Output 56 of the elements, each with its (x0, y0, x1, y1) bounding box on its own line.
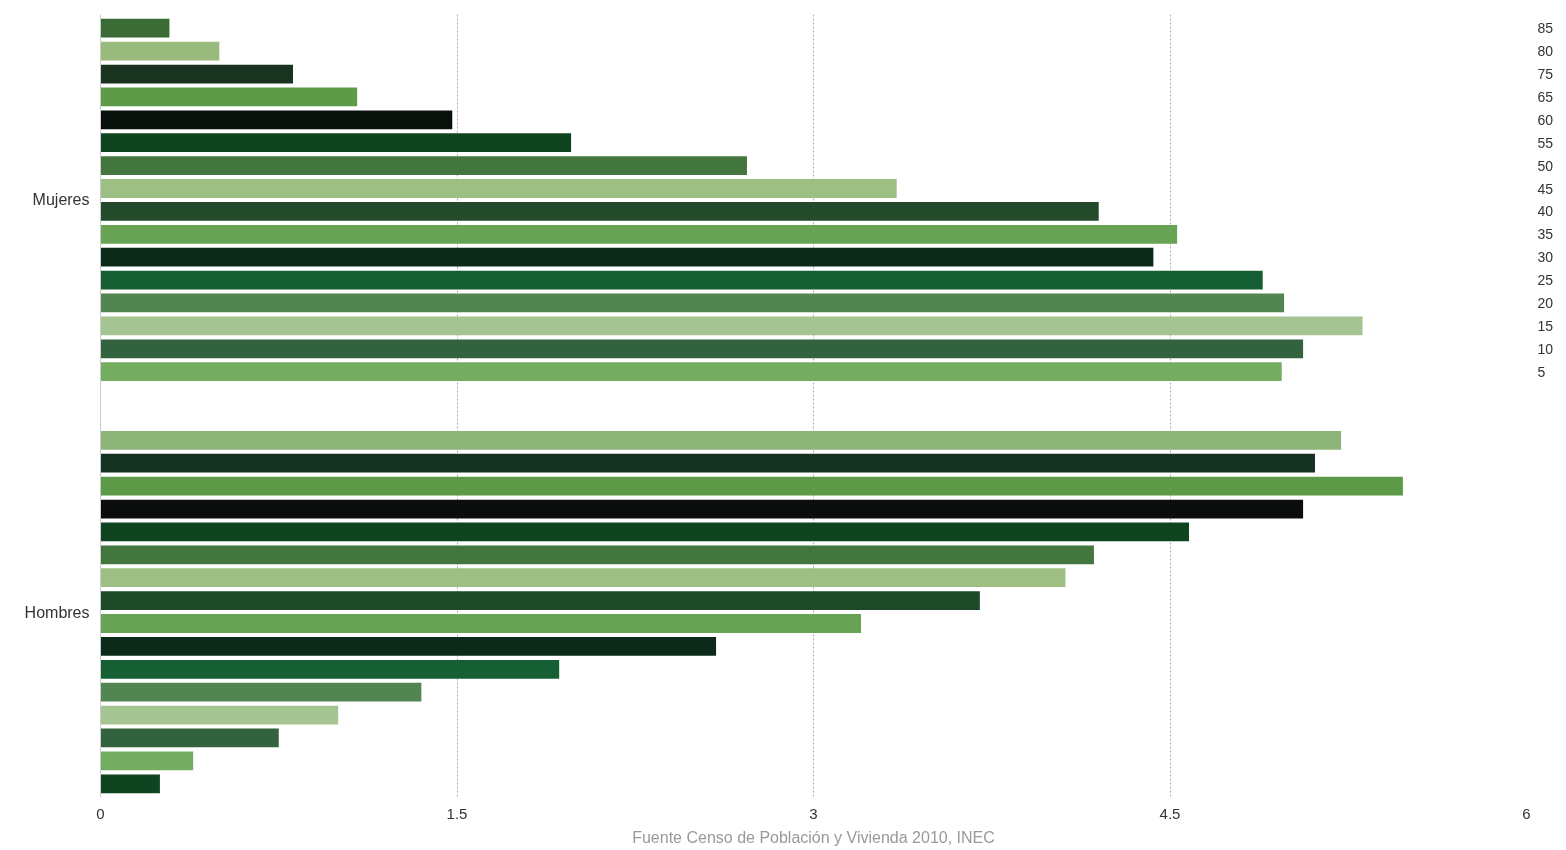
y-tick-label: 75 (1537, 66, 1554, 83)
x-tick-label: 0 (96, 804, 105, 822)
bar (100, 659, 560, 679)
y-tick-label: 10 (1537, 340, 1554, 357)
bar (100, 568, 1066, 588)
bar (100, 110, 453, 130)
bar (100, 362, 1282, 382)
y-tick-label: 65 (1537, 88, 1554, 105)
bar (100, 202, 1099, 221)
y-tick-label: 80 (1537, 43, 1554, 60)
bar (100, 591, 980, 610)
y-tick-label: 20 (1537, 294, 1554, 311)
source-note: Fuente Censo de Población y Vivienda 2010, INEC (632, 828, 995, 846)
y-tick-label: 25 (1537, 272, 1554, 289)
bar (100, 774, 160, 794)
bar (100, 64, 294, 84)
bar (100, 293, 1285, 313)
y-tick-label: 55 (1537, 134, 1554, 151)
bar (100, 499, 1304, 519)
bar (100, 18, 170, 38)
y-tick-label: 35 (1537, 226, 1554, 243)
bar (100, 41, 220, 61)
y-tick-label: 40 (1537, 203, 1554, 220)
bar (100, 682, 422, 702)
text: Hombres (24, 603, 90, 621)
bar (100, 156, 747, 175)
x-tick-label: 1.5 (446, 804, 468, 822)
bar (100, 751, 194, 771)
bar (100, 87, 358, 107)
bar (100, 545, 1094, 565)
bar (100, 133, 572, 153)
bar (100, 179, 897, 198)
bar (100, 453, 1315, 473)
bar (100, 476, 1403, 496)
x-tick-label: 6 (1522, 804, 1531, 822)
y-tick-label: 60 (1537, 111, 1554, 128)
y-tick-label: 15 (1537, 317, 1554, 334)
bar (100, 728, 279, 748)
bar (100, 705, 339, 725)
bar (100, 247, 1154, 267)
bar (100, 224, 1178, 244)
bar (100, 270, 1263, 290)
bar (100, 522, 1190, 542)
bar (100, 614, 862, 633)
y-tick-label: 50 (1537, 157, 1554, 174)
bar (100, 637, 717, 656)
text: Mujeres (32, 191, 90, 209)
y-tick-label: 30 (1537, 249, 1554, 266)
x-tick-label: 3 (809, 804, 818, 822)
bar (100, 339, 1304, 359)
x-tick-label: 4.5 (1159, 804, 1181, 822)
y-tick-label: 85 (1537, 20, 1554, 37)
bar (100, 430, 1342, 450)
bar (100, 316, 1363, 336)
y-tick-label: 5 (1537, 363, 1546, 380)
y-tick-label: 45 (1537, 180, 1554, 197)
